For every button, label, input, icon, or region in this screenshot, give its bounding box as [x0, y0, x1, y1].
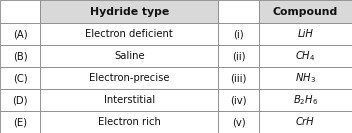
Bar: [0, 89, 40, 111]
Text: (iii): (iii): [230, 73, 247, 83]
Bar: [218, 45, 259, 67]
Bar: [40, 0, 218, 23]
Bar: [0, 67, 40, 89]
Bar: [259, 67, 352, 89]
Text: Interstitial: Interstitial: [104, 95, 155, 105]
Text: (B): (B): [13, 51, 27, 61]
Bar: [40, 111, 218, 133]
Bar: [218, 89, 259, 111]
Bar: [0, 111, 40, 133]
Bar: [40, 23, 218, 45]
Bar: [259, 89, 352, 111]
Text: CrH: CrH: [296, 117, 315, 127]
Bar: [40, 67, 218, 89]
Bar: [259, 0, 352, 23]
Text: (D): (D): [12, 95, 28, 105]
Bar: [218, 67, 259, 89]
Bar: [218, 111, 259, 133]
Text: (iv): (iv): [230, 95, 247, 105]
Bar: [259, 111, 352, 133]
Text: (C): (C): [13, 73, 27, 83]
Text: Electron-precise: Electron-precise: [89, 73, 170, 83]
Text: LiH: LiH: [297, 29, 313, 39]
Text: B$_2$H$_6$: B$_2$H$_6$: [293, 93, 318, 107]
Text: Electron rich: Electron rich: [98, 117, 161, 127]
Text: Saline: Saline: [114, 51, 145, 61]
Bar: [218, 23, 259, 45]
Bar: [0, 0, 40, 23]
Text: (v): (v): [232, 117, 245, 127]
Bar: [40, 45, 218, 67]
Text: CH$_4$: CH$_4$: [295, 49, 316, 63]
Text: (ii): (ii): [232, 51, 245, 61]
Text: Hydride type: Hydride type: [90, 7, 169, 17]
Bar: [259, 45, 352, 67]
Bar: [0, 23, 40, 45]
Text: Compound: Compound: [273, 7, 338, 17]
Text: NH$_3$: NH$_3$: [295, 71, 316, 85]
Bar: [218, 0, 259, 23]
Text: Electron deficient: Electron deficient: [86, 29, 173, 39]
Bar: [0, 45, 40, 67]
Text: (A): (A): [13, 29, 27, 39]
Bar: [259, 23, 352, 45]
Text: (i): (i): [233, 29, 244, 39]
Bar: [40, 89, 218, 111]
Text: (E): (E): [13, 117, 27, 127]
